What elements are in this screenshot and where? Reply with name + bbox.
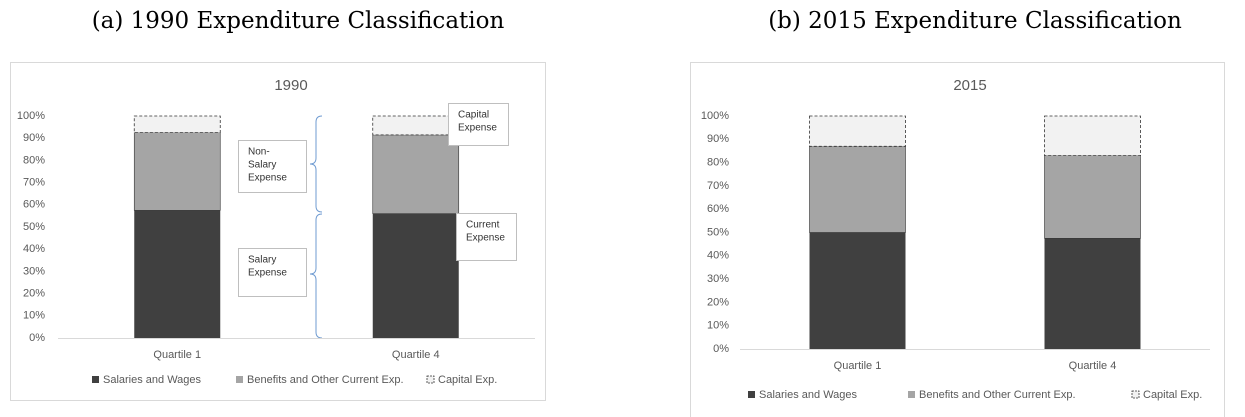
- annotation-box: [448, 103, 509, 146]
- annotation-text: Expense: [466, 233, 505, 244]
- y-tick-label: 0%: [713, 343, 729, 355]
- bar-segment: [372, 115, 460, 136]
- bar-segment: [1044, 115, 1141, 157]
- caption: (a) 1990 Expenditure Classification: [92, 8, 505, 34]
- x-tick-label: Quartile 4: [1069, 360, 1117, 372]
- legend-swatch: [908, 391, 915, 398]
- bar-segment: [372, 213, 459, 338]
- bar-segment: [372, 134, 460, 214]
- annotation-text: Non-: [248, 147, 270, 158]
- chart-title: 1990: [274, 77, 307, 94]
- y-tick-label: 60%: [707, 203, 729, 215]
- chart-title: 2015: [953, 77, 986, 94]
- y-tick-label: 40%: [707, 250, 729, 262]
- y-tick-label: 50%: [707, 226, 729, 238]
- bar-segment: [1044, 155, 1141, 239]
- legend-swatch: [748, 391, 755, 398]
- annotation-box: [456, 213, 517, 261]
- chart-frame: [10, 62, 546, 401]
- x-tick-label: Quartile 1: [834, 360, 882, 372]
- annotation-text: Current: [466, 220, 500, 231]
- legend-label: Benefits and Other Current Exp.: [247, 374, 404, 386]
- y-tick-label: 70%: [707, 180, 729, 192]
- y-tick-label: 60%: [23, 199, 45, 211]
- annotation-text: Expense: [248, 173, 287, 184]
- y-tick-label: 10%: [23, 310, 45, 322]
- legend-swatch: [236, 376, 243, 383]
- bar-segment: [809, 115, 906, 147]
- y-tick-label: 100%: [17, 110, 45, 122]
- caption: (b) 2015 Expenditure Classification: [768, 8, 1182, 34]
- y-tick-label: 30%: [23, 265, 45, 277]
- bar-segment: [809, 145, 906, 233]
- legend-swatch: [1131, 390, 1140, 399]
- y-tick-label: 70%: [23, 177, 45, 189]
- y-tick-label: 80%: [23, 154, 45, 166]
- annotation-box: [238, 248, 307, 297]
- y-tick-label: 40%: [23, 243, 45, 255]
- y-tick-label: 100%: [701, 110, 729, 122]
- y-tick-label: 90%: [23, 132, 45, 144]
- y-tick-label: 80%: [707, 157, 729, 169]
- bar-segment: [133, 132, 221, 211]
- annotation-text: Expense: [248, 268, 287, 279]
- y-tick-label: 20%: [23, 288, 45, 300]
- annotation-text: Expense: [458, 123, 497, 134]
- bar-segment: [1044, 238, 1141, 349]
- bar-segment: [134, 210, 221, 338]
- y-tick-label: 90%: [707, 133, 729, 145]
- annotation-text: Salary: [248, 160, 276, 171]
- y-tick-label: 0%: [29, 332, 45, 344]
- annotation-box: [238, 140, 307, 193]
- legend-swatch: [426, 375, 435, 384]
- y-tick-label: 20%: [707, 296, 729, 308]
- y-tick-label: 50%: [23, 221, 45, 233]
- legend-label: Benefits and Other Current Exp.: [919, 389, 1076, 401]
- legend-label: Salaries and Wages: [103, 374, 202, 386]
- x-tick-label: Quartile 4: [392, 349, 440, 361]
- bar-segment: [133, 115, 221, 134]
- y-tick-label: 10%: [707, 320, 729, 332]
- y-tick-label: 30%: [707, 273, 729, 285]
- bar-segment: [809, 232, 906, 349]
- annotation-text: Salary: [248, 255, 276, 266]
- legend-label: Capital Exp.: [438, 374, 497, 386]
- legend-swatch: [92, 376, 99, 383]
- legend-label: Capital Exp.: [1143, 389, 1202, 401]
- legend-label: Salaries and Wages: [759, 389, 858, 401]
- chart-frame: [690, 62, 1225, 417]
- annotation-text: Capital: [458, 110, 489, 121]
- x-tick-label: Quartile 1: [153, 349, 201, 361]
